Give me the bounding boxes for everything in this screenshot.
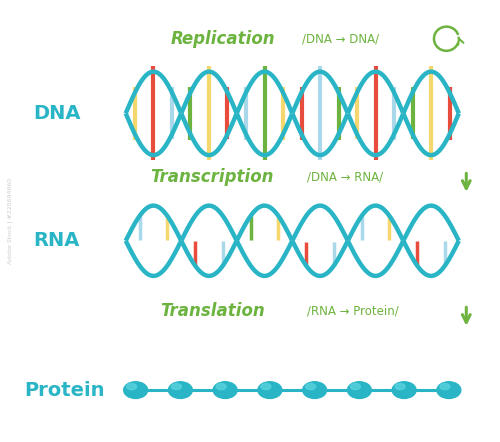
Ellipse shape <box>213 382 237 398</box>
Ellipse shape <box>168 382 192 398</box>
Text: RNA: RNA <box>34 231 80 250</box>
Text: /RNA → Protein/: /RNA → Protein/ <box>307 305 399 317</box>
Text: Protein: Protein <box>24 381 104 400</box>
Ellipse shape <box>172 384 181 390</box>
Text: Adobe Stock | #225694660: Adobe Stock | #225694660 <box>8 178 13 264</box>
Ellipse shape <box>126 384 136 390</box>
Text: Replication: Replication <box>170 30 275 48</box>
Ellipse shape <box>306 384 316 390</box>
Ellipse shape <box>124 382 148 398</box>
Ellipse shape <box>348 382 372 398</box>
Ellipse shape <box>437 382 461 398</box>
Ellipse shape <box>261 384 271 390</box>
Ellipse shape <box>440 384 450 390</box>
Ellipse shape <box>216 384 226 390</box>
Ellipse shape <box>258 382 282 398</box>
Text: /DNA → DNA/: /DNA → DNA/ <box>302 32 380 45</box>
Ellipse shape <box>350 384 360 390</box>
Text: DNA: DNA <box>34 104 81 123</box>
Ellipse shape <box>392 382 416 398</box>
Ellipse shape <box>395 384 405 390</box>
Text: Transcription: Transcription <box>150 168 274 186</box>
Text: /DNA → RNA/: /DNA → RNA/ <box>307 171 384 183</box>
Ellipse shape <box>302 382 326 398</box>
Text: Translation: Translation <box>160 302 265 320</box>
